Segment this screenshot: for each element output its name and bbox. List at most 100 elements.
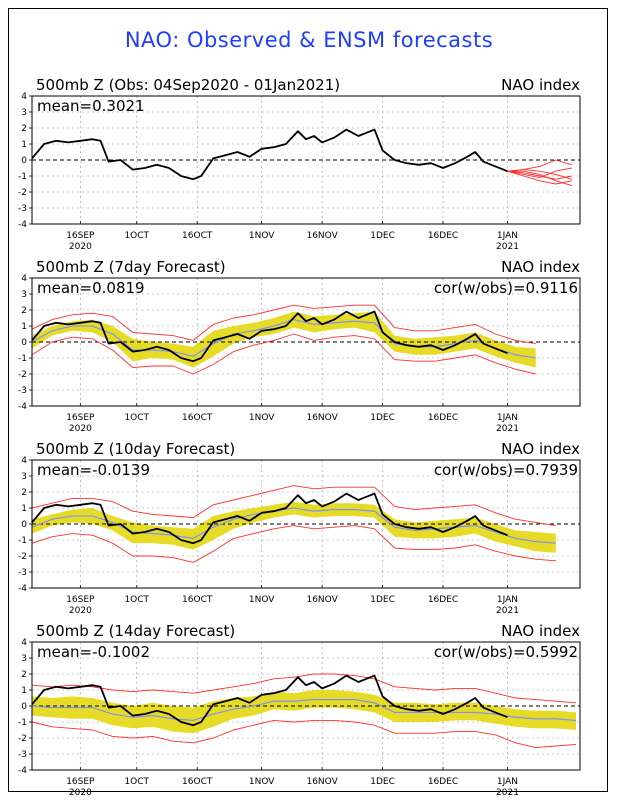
y-tick-label: 3 xyxy=(21,108,27,118)
x-tick-label: 16NOV xyxy=(306,413,338,423)
x-tick-label: 16NOV xyxy=(306,231,338,241)
x-tick-label: 1OCT xyxy=(124,231,149,241)
observed-line xyxy=(31,310,508,363)
x-tick-label: 1DEC xyxy=(370,595,395,605)
y-tick-label: 0 xyxy=(21,702,27,712)
y-tick-label: 2 xyxy=(21,124,27,134)
y-tick-label: -1 xyxy=(18,354,27,364)
x-tick-label: 16DEC xyxy=(428,231,458,241)
x-tick-year: 2021 xyxy=(496,424,519,434)
mean-label: mean=0.0819 xyxy=(37,279,145,297)
y-tick-label: 3 xyxy=(21,472,27,482)
y-tick-label: -4 xyxy=(18,220,27,230)
ensemble-mean-line xyxy=(31,507,556,544)
x-tick-label: 1OCT xyxy=(124,777,149,787)
member-line xyxy=(507,167,572,179)
x-tick-year: 2020 xyxy=(69,242,92,252)
member-line xyxy=(507,169,573,180)
mean-label: mean=-0.1002 xyxy=(37,643,150,661)
member-line xyxy=(31,333,536,375)
y-tick-label: 1 xyxy=(21,140,27,150)
page-title: NAO: Observed & ENSM forecasts xyxy=(124,28,494,52)
x-tick-label: 16NOV xyxy=(306,595,338,605)
x-tick-label: 16DEC xyxy=(428,777,458,787)
x-tick-label: 1DEC xyxy=(370,413,395,423)
x-tick-label: 16OCT xyxy=(182,413,213,423)
x-tick-label: 16OCT xyxy=(182,231,213,241)
member-line xyxy=(31,719,577,749)
y-tick-label: -3 xyxy=(18,204,27,214)
x-tick-year: 2021 xyxy=(496,606,519,616)
x-tick-label: 1NOV xyxy=(249,413,275,423)
panel-4 xyxy=(29,641,581,771)
panel-1 xyxy=(29,95,581,225)
x-tick-label: 1DEC xyxy=(370,777,395,787)
y-tick-label: -2 xyxy=(18,370,27,380)
observed-line xyxy=(31,128,508,181)
panel-title: 500mb Z (7day Forecast) xyxy=(36,258,226,276)
x-tick-label: 1JAN xyxy=(497,413,518,423)
y-tick-label: 2 xyxy=(21,488,27,498)
y-tick-label: -1 xyxy=(18,172,27,182)
panel-3 xyxy=(29,459,581,589)
panel-title: 500mb Z (14day Forecast) xyxy=(36,622,235,640)
observed-line xyxy=(31,492,508,545)
member-line xyxy=(31,304,536,345)
x-tick-year: 2021 xyxy=(496,242,519,252)
x-tick-label: 1NOV xyxy=(249,595,275,605)
ensemble-mean-line xyxy=(31,699,577,721)
ensemble-mean-line xyxy=(31,319,536,359)
member-line xyxy=(507,170,572,185)
y-tick-label: 1 xyxy=(21,686,27,696)
x-tick-label: 16SEP xyxy=(66,231,95,241)
x-tick-label: 1DEC xyxy=(370,231,395,241)
y-tick-label: -2 xyxy=(18,188,27,198)
panel-title: 500mb Z (Obs: 04Sep2020 - 01Jan2021) xyxy=(36,76,340,94)
member-line xyxy=(31,485,556,527)
x-tick-label: 1OCT xyxy=(124,595,149,605)
spread-band xyxy=(32,501,556,553)
y-tick-label: 3 xyxy=(21,290,27,300)
x-tick-label: 1OCT xyxy=(124,413,149,423)
spread-band xyxy=(32,311,536,368)
x-tick-label: 16SEP xyxy=(66,595,95,605)
y-tick-label: 0 xyxy=(21,156,27,166)
y-tick-label: -3 xyxy=(18,750,27,760)
correlation-label: cor(w/obs)=0.9116 xyxy=(434,279,578,297)
mean-label: mean=-0.0139 xyxy=(37,461,150,479)
y-tick-label: 4 xyxy=(21,274,27,284)
panel-index-label: NAO index xyxy=(501,440,580,458)
y-tick-label: -1 xyxy=(18,536,27,546)
panel-title: 500mb Z (10day Forecast) xyxy=(36,440,235,458)
y-tick-label: -4 xyxy=(18,584,27,594)
y-tick-label: -2 xyxy=(18,552,27,562)
spread-band xyxy=(32,690,576,734)
x-tick-label: 16SEP xyxy=(66,413,95,423)
x-tick-label: 1NOV xyxy=(249,231,275,241)
x-tick-year: 2020 xyxy=(69,606,92,616)
x-tick-label: 1JAN xyxy=(497,777,518,787)
y-tick-label: -3 xyxy=(18,386,27,396)
x-tick-year: 2020 xyxy=(69,788,92,798)
mean-label: mean=0.3021 xyxy=(37,97,145,115)
y-tick-label: 4 xyxy=(21,638,27,648)
y-tick-label: 1 xyxy=(21,504,27,514)
y-tick-label: 0 xyxy=(21,520,27,530)
y-tick-label: 4 xyxy=(21,92,27,102)
panel-index-label: NAO index xyxy=(501,622,580,640)
member-line xyxy=(31,673,577,704)
y-tick-label: 1 xyxy=(21,322,27,332)
y-tick-label: -4 xyxy=(18,402,27,412)
y-tick-label: -4 xyxy=(18,766,27,776)
y-tick-label: 4 xyxy=(21,456,27,466)
x-tick-year: 2021 xyxy=(496,788,519,798)
correlation-label: cor(w/obs)=0.7939 xyxy=(434,461,578,479)
observed-line xyxy=(31,674,508,727)
x-tick-label: 16OCT xyxy=(182,777,213,787)
x-tick-label: 16SEP xyxy=(66,777,95,787)
panel-index-label: NAO index xyxy=(501,76,580,94)
y-tick-label: -2 xyxy=(18,734,27,744)
member-line xyxy=(31,525,556,563)
correlation-label: cor(w/obs)=0.5992 xyxy=(434,643,578,661)
